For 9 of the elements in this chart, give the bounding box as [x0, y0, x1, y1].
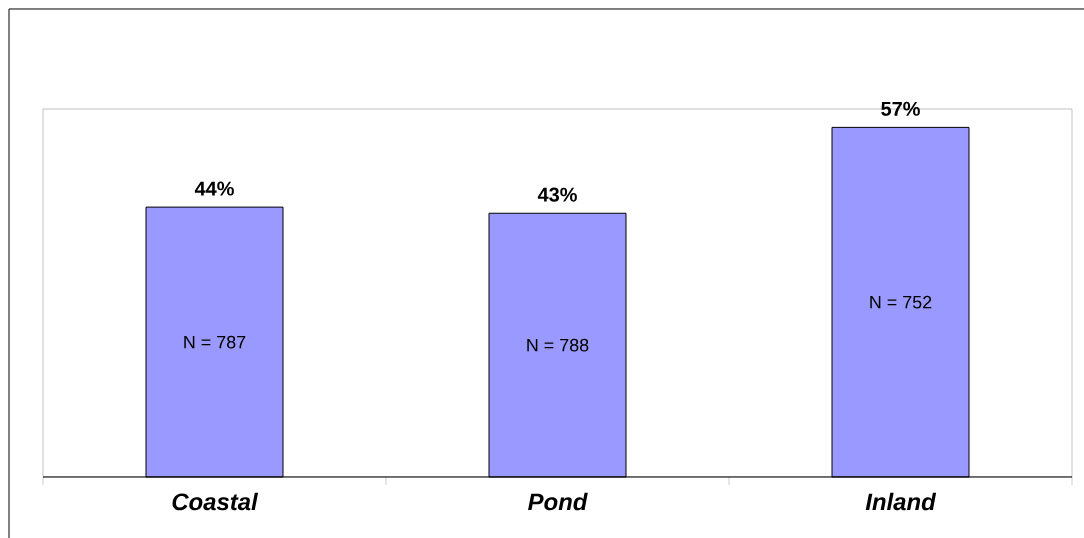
x-tick-label: Inland — [865, 492, 937, 511]
annotation: N = 788 — [527, 338, 589, 352]
annotation: N = 752 — [870, 295, 932, 309]
data-label: 43% — [537, 187, 577, 202]
data-label: 57% — [881, 101, 920, 116]
x-tick-label: Pond — [528, 492, 588, 511]
x-tick-label: Coastal — [172, 492, 259, 511]
data-label: 44% — [194, 181, 234, 196]
annotation: N = 787 — [184, 335, 246, 349]
